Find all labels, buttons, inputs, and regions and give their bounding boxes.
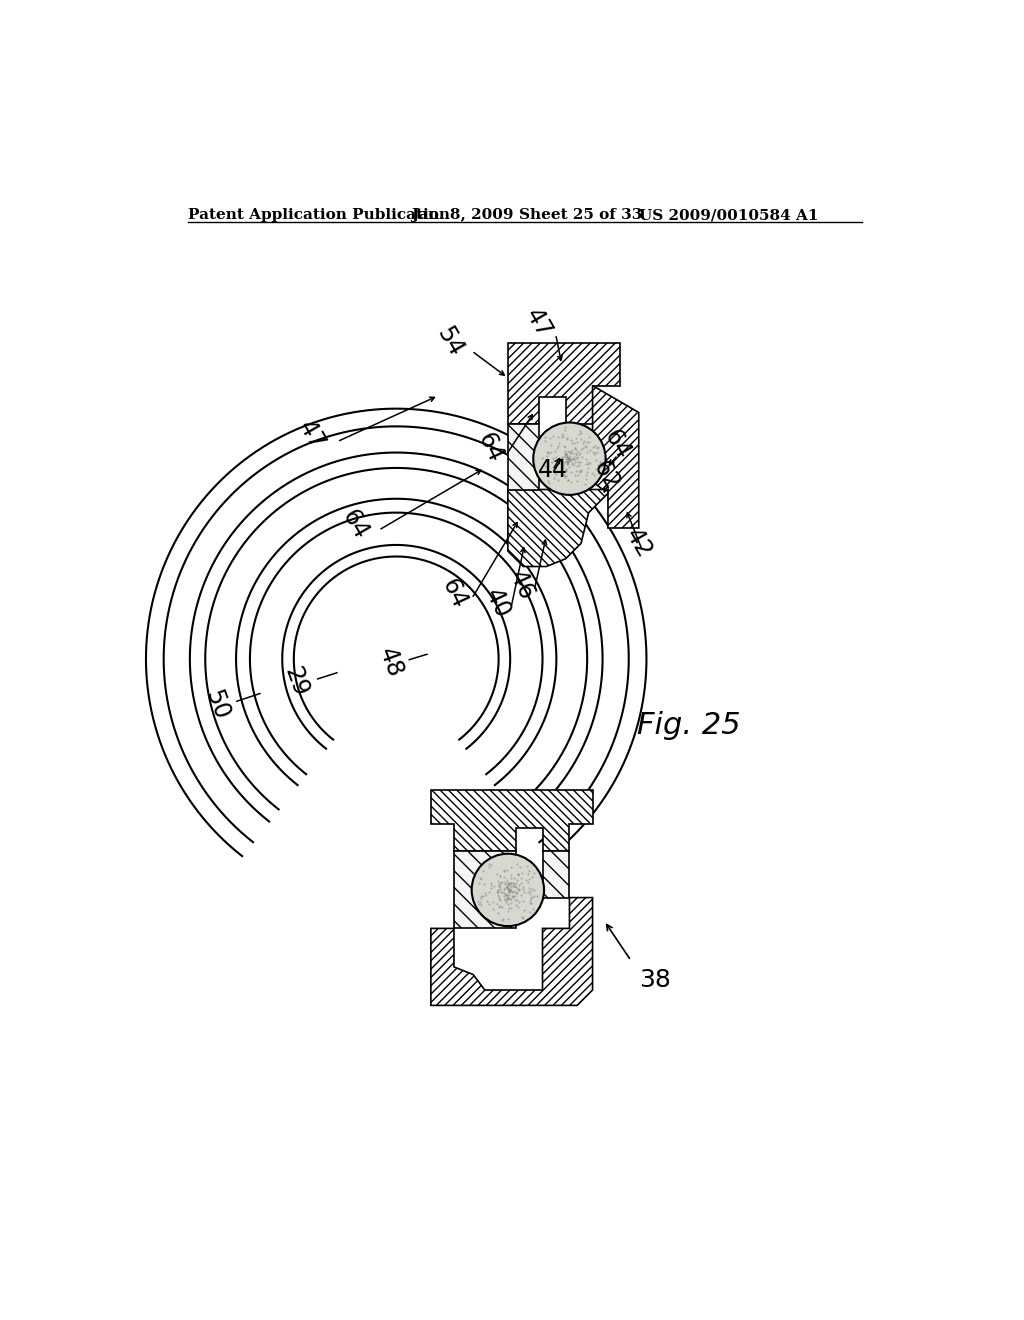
Text: Sheet 25 of 33: Sheet 25 of 33 [519,209,643,223]
Text: 64: 64 [599,426,635,463]
Text: 62: 62 [589,457,625,495]
Polygon shape [508,490,608,566]
Text: 44: 44 [538,458,567,482]
Text: 54: 54 [432,322,468,360]
Text: 47: 47 [294,417,330,454]
Polygon shape [593,385,639,528]
Polygon shape [454,851,515,928]
Text: Fig. 25: Fig. 25 [637,711,740,741]
Text: Jan. 8, 2009: Jan. 8, 2009 [412,209,514,223]
Text: 40: 40 [480,585,514,622]
Circle shape [534,422,605,495]
Text: 29: 29 [280,664,312,700]
Text: 46: 46 [505,568,539,605]
Polygon shape [508,343,620,424]
Text: 64: 64 [473,429,507,466]
Polygon shape [431,789,593,851]
Text: 50: 50 [201,686,233,723]
Text: 48: 48 [375,644,408,681]
Text: 42: 42 [621,524,656,562]
Polygon shape [543,851,569,898]
Text: 47: 47 [521,305,557,343]
Text: 64: 64 [437,574,471,612]
Polygon shape [508,424,539,490]
Text: 38: 38 [639,969,671,993]
Text: US 2009/0010584 A1: US 2009/0010584 A1 [639,209,818,223]
Text: Patent Application Publication: Patent Application Publication [188,209,451,223]
Circle shape [472,854,544,927]
Text: 64: 64 [338,506,374,543]
Polygon shape [431,898,593,1006]
